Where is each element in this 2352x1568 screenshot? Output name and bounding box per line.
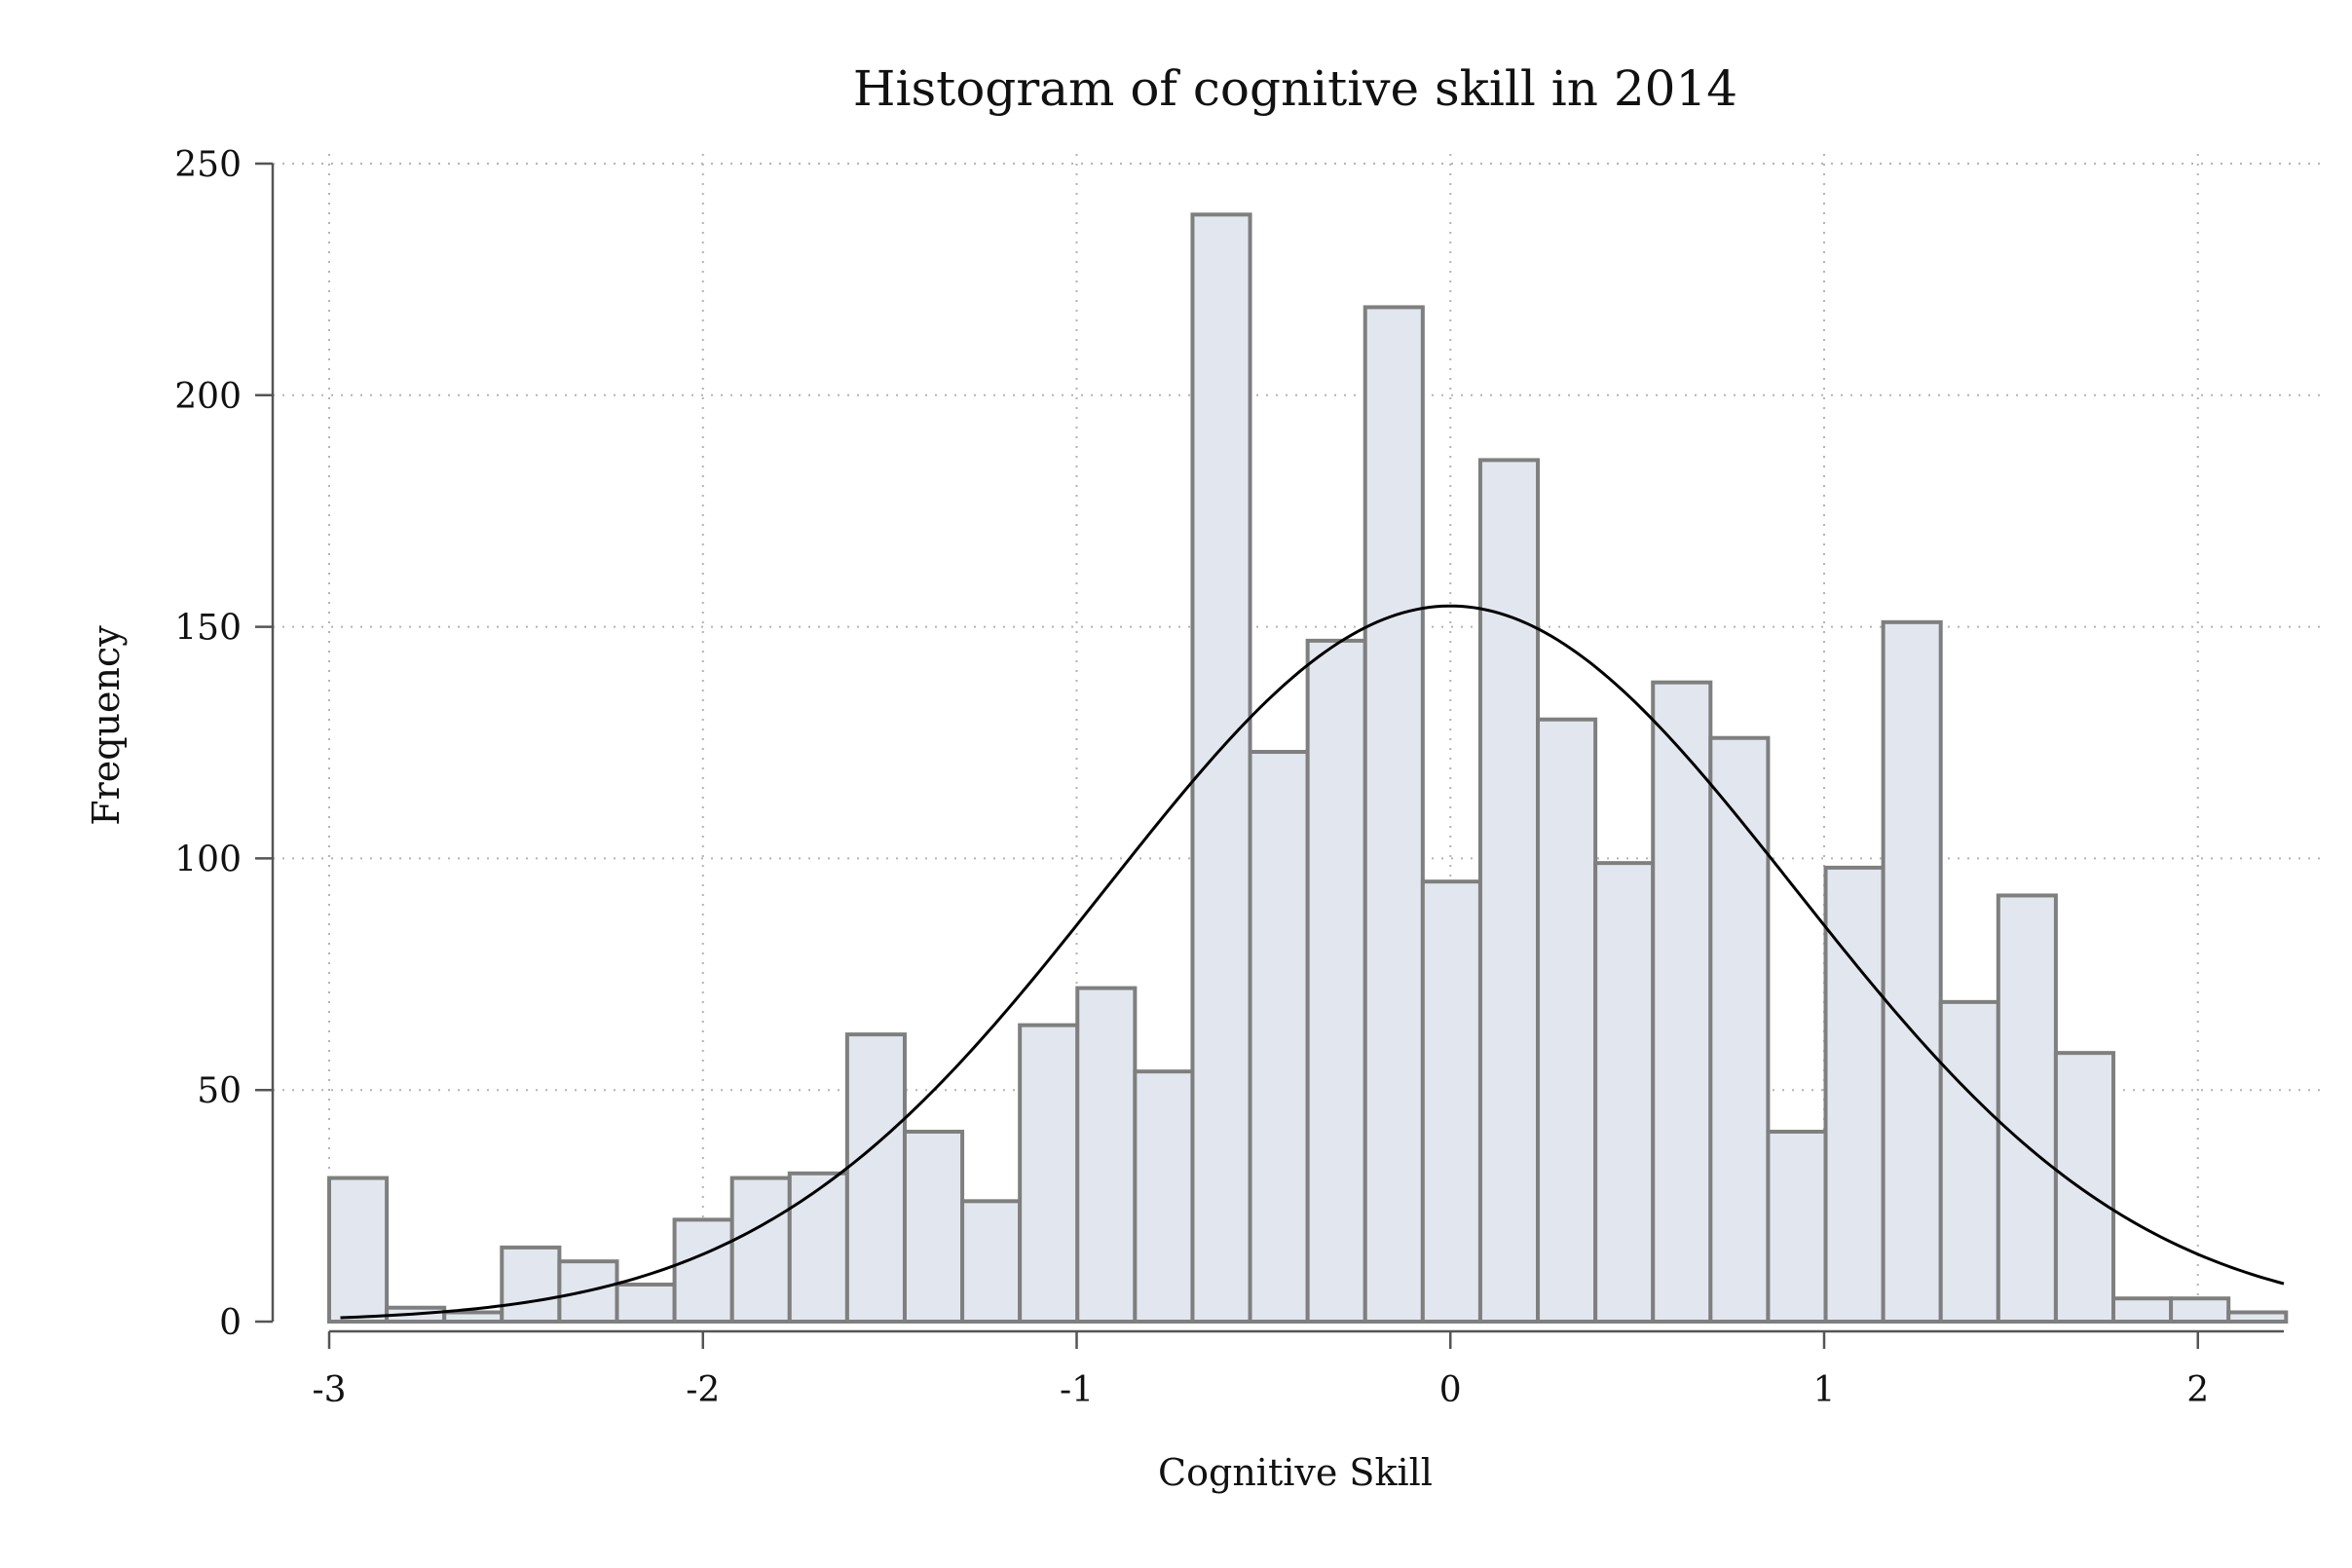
histogram-bar: [1881, 619, 1943, 1324]
y-tick-label: 150: [174, 609, 242, 649]
histogram-bar: [1133, 1069, 1195, 1325]
histogram-bar: [442, 1310, 504, 1325]
histogram-bar: [327, 1176, 390, 1324]
y-tick-label: 200: [174, 377, 242, 417]
histogram-bar: [1420, 879, 1482, 1324]
histogram-bar: [1305, 638, 1367, 1324]
y-axis-ticks: 0 50 100 150 200 250: [174, 145, 273, 1343]
axes: [271, 164, 2284, 1333]
histogram-bar: [1996, 893, 2058, 1324]
x-tick-label: 0: [1439, 1370, 1462, 1410]
histogram-bar: [500, 1245, 562, 1325]
histogram-bar: [1536, 717, 1598, 1324]
histogram-bar: [1938, 999, 2000, 1325]
histogram-bar: [2111, 1296, 2174, 1324]
histogram-bar: [1075, 986, 1138, 1324]
histogram-bar: [1248, 750, 1310, 1324]
y-tick-label: 0: [219, 1303, 242, 1343]
x-tick-label: -1: [1060, 1370, 1094, 1410]
x-axis-title: Cognitive Skill: [1158, 1451, 1433, 1494]
histogram-bar: [1190, 212, 1252, 1324]
chart-title: Histogram of cognitive skill in 2014: [853, 60, 1737, 117]
y-tick-label: 50: [197, 1071, 242, 1111]
histogram-bar: [960, 1199, 1023, 1324]
normal-density-curve: [340, 604, 2285, 1320]
y-tick-label: 100: [174, 840, 242, 879]
histogram-bar: [1651, 680, 1713, 1324]
histogram-bar: [1593, 861, 1656, 1324]
histogram-bar: [1708, 735, 1771, 1324]
histogram-bar: [2169, 1296, 2231, 1324]
x-tick-label: 2: [2186, 1370, 2209, 1410]
histogram-bar: [1363, 305, 1425, 1324]
histogram-bar: [844, 1032, 907, 1325]
histogram-bars: [327, 212, 2289, 1325]
histogram-bar: [615, 1282, 677, 1325]
y-axis-title: Frequency: [85, 625, 128, 826]
x-axis-ticks: -3 -2 -1 0 1 2: [312, 1331, 2209, 1410]
x-tick-label: 1: [1813, 1370, 1836, 1410]
histogram-bar: [787, 1171, 849, 1324]
x-tick-label: -3: [312, 1370, 346, 1410]
histogram-bar: [672, 1217, 734, 1325]
histogram-bar: [2226, 1310, 2289, 1325]
y-tick-label: 250: [174, 145, 242, 185]
gridlines: [273, 154, 2323, 1322]
histogram-bar: [1477, 458, 1541, 1325]
histogram-bar: [2053, 1051, 2116, 1324]
x-tick-label: -2: [686, 1370, 720, 1410]
histogram-bar: [1766, 1130, 1828, 1325]
histogram-bar: [1018, 1023, 1080, 1324]
histogram-bar: [729, 1176, 792, 1324]
histogram-bar: [902, 1130, 965, 1325]
